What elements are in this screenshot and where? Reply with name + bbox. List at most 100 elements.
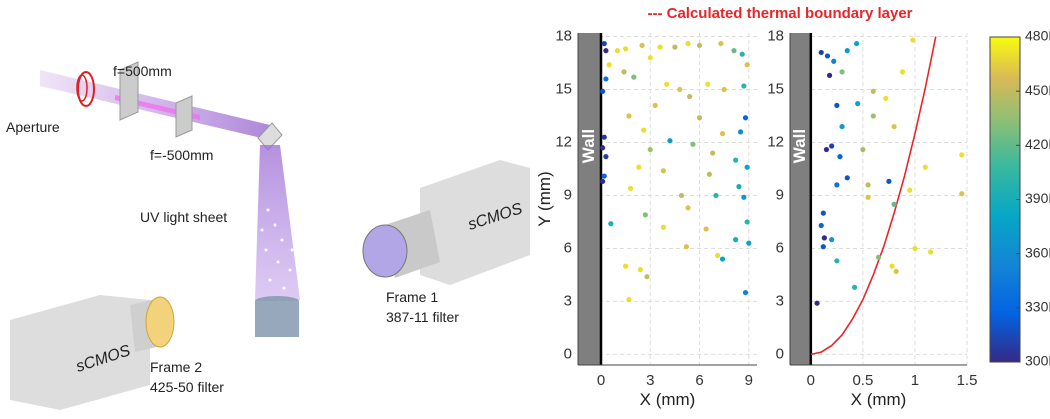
particle	[814, 300, 820, 306]
particle	[706, 171, 712, 177]
particle	[899, 69, 906, 75]
particle	[603, 76, 609, 82]
y-axis-label: Y (mm)	[535, 171, 554, 226]
particle	[664, 81, 670, 87]
particle	[922, 164, 928, 170]
colorbar-tick-label: 360K	[1025, 244, 1050, 260]
plot-area	[790, 33, 967, 365]
particle	[855, 101, 861, 107]
label: Aperture	[6, 119, 60, 135]
x-tick-label: 3	[646, 372, 654, 389]
particle	[687, 93, 693, 100]
particle	[891, 123, 897, 130]
label: 387-11 filter	[386, 309, 459, 325]
y-tick-label: 18	[767, 28, 784, 45]
particle	[744, 62, 750, 68]
particle	[719, 256, 726, 262]
colorbar-tick-label: 330K	[1025, 299, 1050, 315]
particle	[631, 74, 637, 80]
y-tick-label: 9	[776, 186, 784, 203]
particle	[959, 152, 965, 158]
particle	[600, 88, 606, 94]
y-tick-label: 0	[564, 345, 572, 362]
y-tick-label: 12	[767, 133, 784, 150]
particle	[603, 154, 609, 160]
particle	[959, 191, 965, 197]
particle	[601, 173, 607, 179]
particle	[891, 201, 897, 207]
colorbar-tick-label: 390K	[1025, 190, 1050, 206]
light-sheet	[255, 145, 300, 300]
particle	[834, 258, 840, 264]
wall	[578, 33, 601, 365]
x-axis-label: X (mm)	[640, 390, 696, 409]
particle	[733, 237, 739, 243]
particle	[823, 146, 830, 153]
particle	[627, 185, 634, 192]
particle	[721, 86, 727, 93]
particle	[744, 164, 750, 170]
y-tick-label: 6	[564, 239, 572, 256]
y-tick-label: 3	[776, 292, 784, 309]
particle	[637, 267, 644, 273]
wall-label: Wall	[790, 129, 809, 163]
cuvette	[255, 301, 299, 337]
particle	[685, 205, 691, 211]
x-axis-label: X (mm)	[851, 390, 907, 409]
particle	[829, 237, 835, 243]
particle	[829, 143, 835, 149]
particle	[606, 62, 612, 68]
aperture-icon	[77, 71, 95, 107]
particle	[870, 113, 876, 119]
particle	[657, 44, 663, 50]
particle	[713, 192, 719, 199]
schematic: f=500mm Aperture f=-500mm UV light sheet…	[6, 61, 530, 410]
lens	[119, 61, 139, 121]
particle	[831, 58, 837, 64]
particle	[608, 221, 614, 227]
particle	[641, 127, 647, 133]
particle	[614, 48, 621, 54]
camera-body	[10, 295, 150, 410]
label: Frame 1	[386, 289, 438, 305]
boundary-layer-curve	[810, 36, 937, 356]
particle	[818, 222, 824, 229]
particle	[741, 194, 747, 200]
particle	[865, 194, 871, 200]
particle	[844, 48, 850, 54]
particle	[672, 44, 678, 50]
label: 425-50 filter	[150, 379, 224, 395]
x-tick-label: 0	[597, 372, 605, 389]
lens-filter	[362, 224, 408, 278]
particle	[912, 245, 918, 252]
particle	[601, 40, 607, 47]
particle	[636, 164, 642, 170]
y-tick-label: 15	[555, 80, 572, 97]
particle	[678, 192, 685, 199]
aperture-icon	[76, 74, 88, 102]
particle	[839, 69, 845, 75]
particle	[696, 115, 703, 121]
particle	[690, 141, 696, 147]
particle	[820, 244, 826, 250]
particle	[834, 182, 840, 188]
x-tick-label: 6	[695, 372, 703, 389]
particle	[837, 154, 843, 160]
particle	[667, 138, 673, 144]
particle	[719, 131, 726, 137]
particle	[600, 178, 606, 184]
particle	[741, 83, 747, 89]
particle	[642, 212, 648, 218]
particle	[886, 178, 892, 184]
x-tick-label: 9	[745, 372, 753, 389]
lens	[175, 95, 193, 138]
particle	[683, 244, 689, 250]
label: UV light sheet	[140, 209, 227, 225]
particle	[893, 268, 899, 275]
particle	[696, 42, 703, 48]
particle	[733, 157, 739, 163]
particle	[626, 113, 632, 119]
particle	[626, 297, 632, 303]
particle	[742, 289, 749, 296]
particle	[705, 81, 711, 87]
